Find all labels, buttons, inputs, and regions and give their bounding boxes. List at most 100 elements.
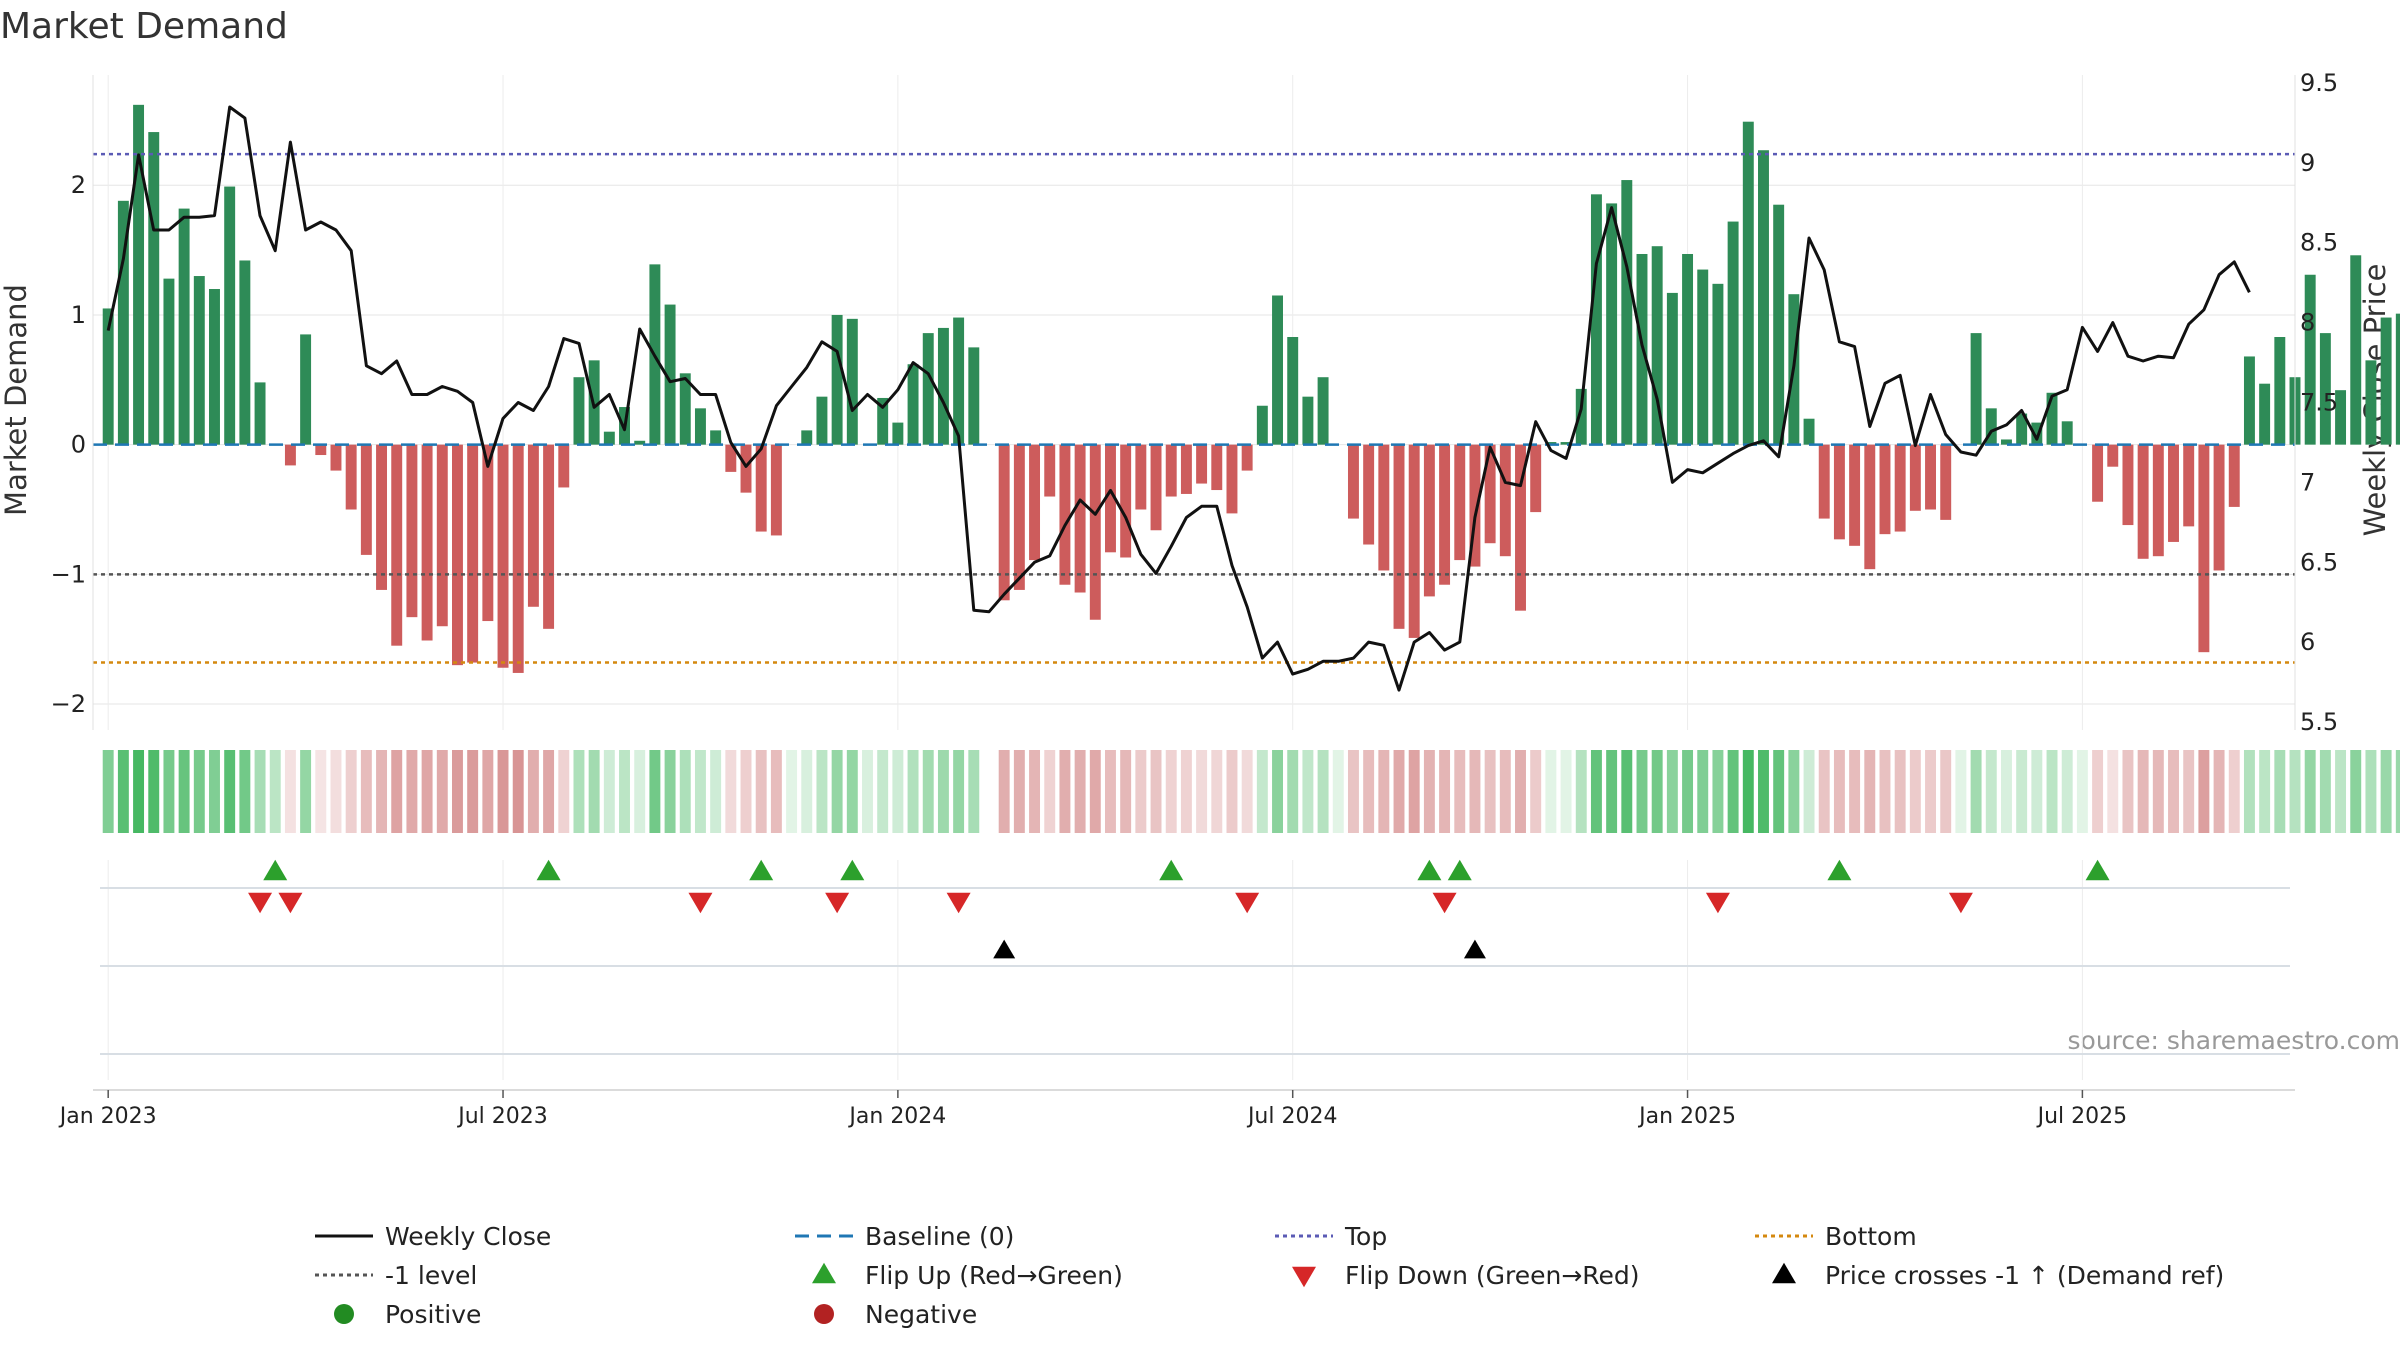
legend-label: Baseline (0) (865, 1222, 1014, 1251)
left-tick-label: 2 (71, 171, 86, 199)
demand-strip-cell (2153, 750, 2164, 833)
flip-up-marker (1417, 860, 1441, 880)
demand-strip-cell (1469, 750, 1480, 833)
demand-strip-cell (2016, 750, 2027, 833)
demand-strip-cell (1728, 750, 1739, 833)
negative-demand-bar (2198, 445, 2209, 653)
negative-demand-bar (498, 445, 509, 668)
demand-strip-cell (1895, 750, 1906, 833)
demand-strip-cell (1880, 750, 1891, 833)
positive-demand-bar (1682, 254, 1693, 445)
legend-entry: Flip Down (Green→Red) (1292, 1261, 1640, 1290)
demand-strip-cell (619, 750, 630, 833)
flip-up-marker (1827, 860, 1851, 880)
left-tick-label: −1 (51, 560, 86, 588)
demand-strip-cell (1272, 750, 1283, 833)
negative-demand-bar (346, 445, 357, 510)
demand-strip-cell (482, 750, 493, 833)
negative-demand-bar (331, 445, 342, 471)
negative-demand-bar (2214, 445, 2225, 571)
demand-strip-cell (2138, 750, 2149, 833)
positive-demand-bar (1318, 377, 1329, 444)
demand-strip-cell (2183, 750, 2194, 833)
demand-strip-cell (1257, 750, 1268, 833)
positive-demand-bar (224, 187, 235, 445)
demand-strip-cell (422, 750, 433, 833)
positive-demand-bar (816, 397, 827, 445)
legend-entry: -1 level (315, 1261, 477, 1290)
demand-strip-cell (2229, 750, 2240, 833)
left-axis-label: Market Demand (0, 284, 33, 516)
demand-strip-cell (649, 750, 660, 833)
legend-entry: Price crosses -1 ↑ (Demand ref) (1772, 1261, 2224, 1290)
negative-demand-bar (1880, 445, 1891, 534)
negative-demand-bar (2122, 445, 2133, 525)
flip-up-marker (1159, 860, 1183, 880)
negative-demand-bar (1925, 445, 1936, 510)
negative-demand-bar (1090, 445, 1101, 620)
negative-demand-bar (2183, 445, 2194, 527)
positive-demand-bar (2305, 275, 2316, 445)
demand-strip-cell (558, 750, 569, 833)
negative-demand-bar (1014, 445, 1025, 590)
demand-strip-cell (346, 750, 357, 833)
demand-strip-cell (1955, 750, 1966, 833)
legend-label: -1 level (385, 1261, 477, 1290)
demand-strip-cell (391, 750, 402, 833)
demand-strip-cell (1166, 750, 1177, 833)
negative-demand-bar (1394, 445, 1405, 629)
demand-strip-cell (1804, 750, 1815, 833)
legend-circle-icon (814, 1304, 834, 1324)
negative-demand-bar (1378, 445, 1389, 571)
left-tick-label: 0 (71, 431, 86, 459)
legend-entry: Flip Up (Red→Green) (812, 1261, 1123, 1290)
legend-triangle-up-icon (812, 1263, 836, 1283)
positive-demand-bar (1621, 180, 1632, 445)
date-tick-label: Jan 2023 (58, 1104, 157, 1129)
positive-demand-bar (1773, 205, 1784, 445)
right-tick-label: 8 (2300, 309, 2315, 337)
demand-strip-cell (1758, 750, 1769, 833)
negative-demand-bar (285, 445, 296, 466)
demand-strip-cell (801, 750, 812, 833)
negative-demand-bar (1075, 445, 1086, 593)
demand-strip-cell (2107, 750, 2118, 833)
demand-strip-cell (604, 750, 615, 833)
positive-demand-bar (179, 209, 190, 445)
negative-demand-bar (1910, 445, 1921, 511)
demand-strip-cell (1363, 750, 1374, 833)
negative-demand-bar (1348, 445, 1359, 519)
right-tick-label: 7.5 (2300, 389, 2338, 417)
demand-strip-cell (1925, 750, 1936, 833)
demand-strip-cell (1864, 750, 1875, 833)
flip-down-marker (1706, 893, 1730, 913)
demand-strip-cell (2168, 750, 2179, 833)
demand-strip-cell (1378, 750, 1389, 833)
date-tick-label: Jan 2025 (1637, 1104, 1736, 1129)
demand-strip-cell (2122, 750, 2133, 833)
demand-strip-cell (285, 750, 296, 833)
legend-label: Price crosses -1 ↑ (Demand ref) (1825, 1261, 2224, 1290)
positive-demand-bar (1971, 333, 1982, 445)
negative-demand-bar (1895, 445, 1906, 532)
legend-triangle-up-icon (1772, 1263, 1796, 1283)
demand-strip-cell (1576, 750, 1587, 833)
demand-strip-cell (2350, 750, 2361, 833)
positive-demand-bar (209, 289, 220, 445)
demand-strip-cell (573, 750, 584, 833)
demand-strip-cell (1120, 750, 1131, 833)
demand-strip-cell (634, 750, 645, 833)
positive-demand-bar (1257, 406, 1268, 445)
positive-demand-bar (2244, 356, 2255, 444)
negative-demand-bar (1940, 445, 1951, 520)
demand-strip-cell (437, 750, 448, 833)
demand-strip-cell (179, 750, 190, 833)
demand-strip-cell (1773, 750, 1784, 833)
demand-strip-cell (1211, 750, 1222, 833)
negative-demand-bar (1849, 445, 1860, 546)
positive-demand-bar (1606, 203, 1617, 444)
negative-demand-bar (999, 445, 1010, 601)
demand-strip-cell (1515, 750, 1526, 833)
demand-strip-cell (452, 750, 463, 833)
